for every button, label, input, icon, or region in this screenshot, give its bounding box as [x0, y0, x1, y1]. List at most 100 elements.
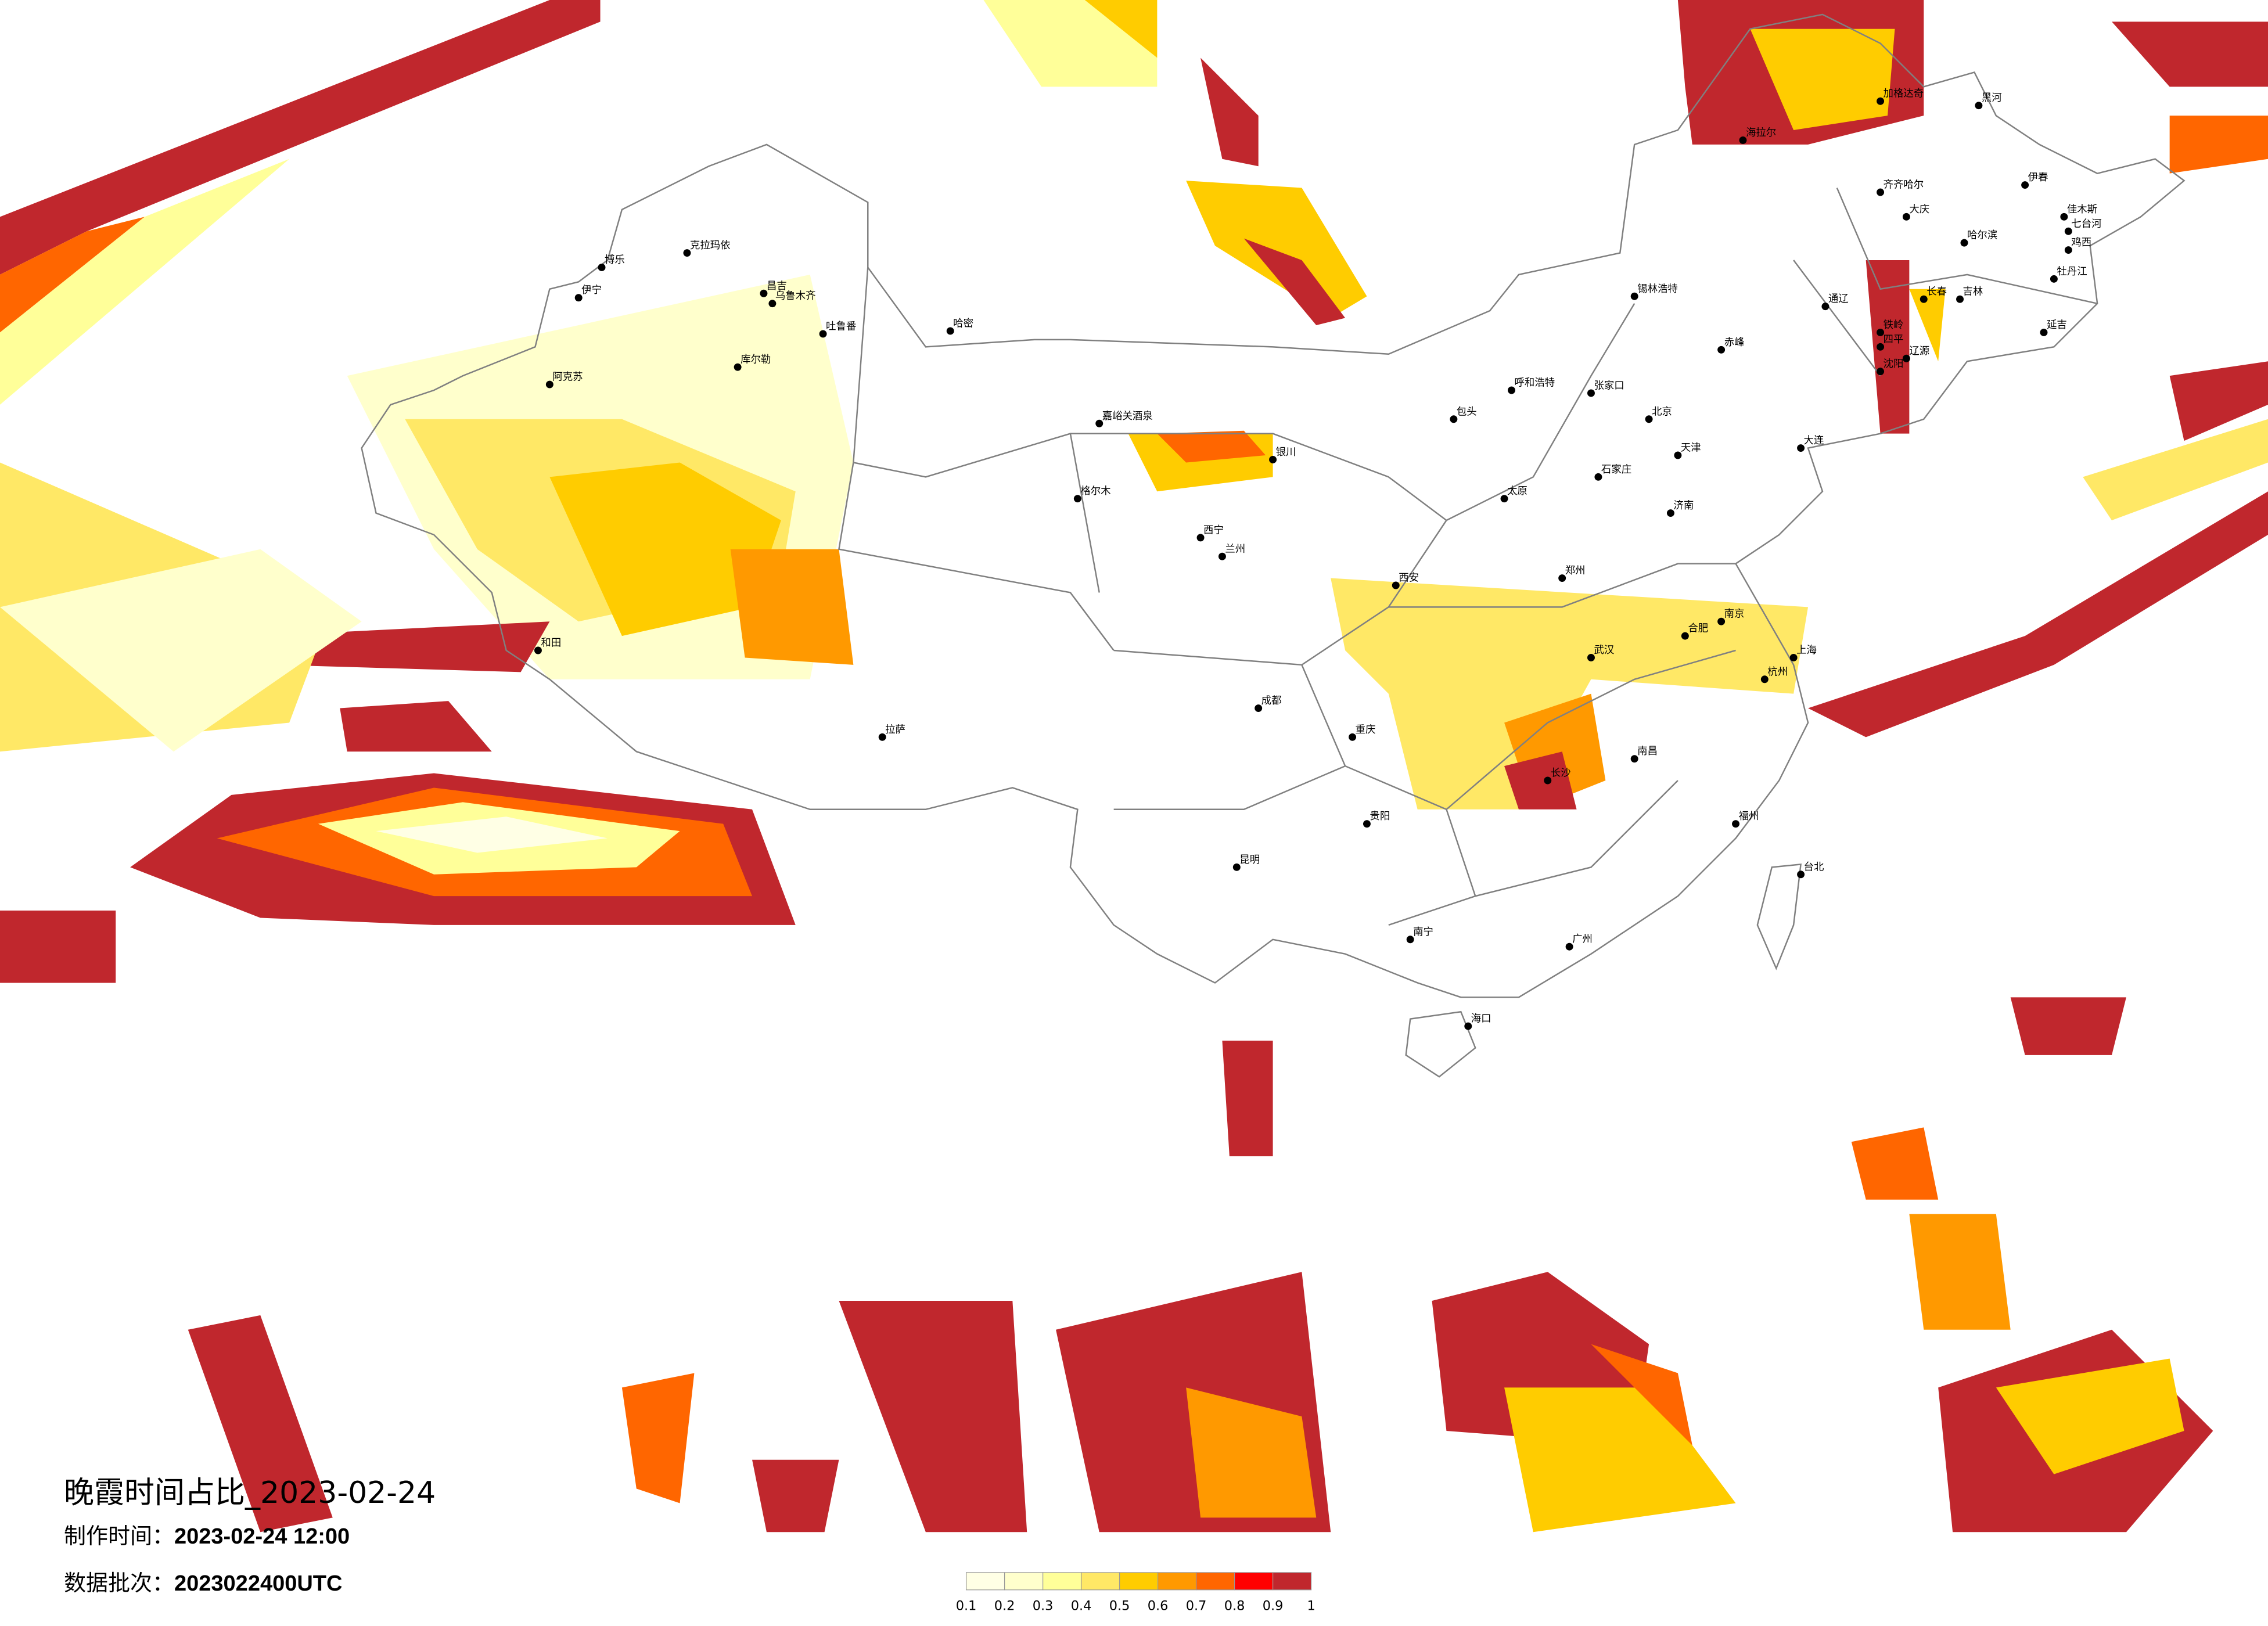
city-marker: 锡林浩特 — [1630, 283, 1678, 300]
city-dot — [1363, 820, 1371, 828]
city-marker: 加格达奇 — [1877, 88, 1924, 105]
city-dot — [946, 327, 954, 335]
city-label: 辽源 — [1909, 346, 1929, 357]
city-label: 沈阳 — [1884, 358, 1904, 370]
city-dot — [1269, 455, 1277, 463]
city-dot — [1797, 444, 1805, 452]
city-label: 长沙 — [1551, 768, 1571, 779]
city-label: 锡林浩特 — [1637, 283, 1678, 295]
city-marker: 合肥 — [1681, 623, 1708, 640]
heat-cell-0.5 — [1186, 181, 1367, 318]
city-marker: 上海 — [1789, 645, 1817, 661]
city-marker: 赤峰 — [1717, 337, 1744, 354]
legend-tick: 0.7 — [1186, 1599, 1207, 1614]
city-dot — [1920, 295, 1928, 303]
city-dot — [1500, 495, 1508, 503]
heat-cell-0.9 — [839, 1301, 1027, 1533]
city-dot — [1877, 97, 1885, 105]
city-marker: 南京 — [1717, 609, 1744, 625]
city-dot — [1739, 136, 1747, 144]
heat-cell-0.9 — [188, 1315, 333, 1533]
city-dot — [1587, 389, 1595, 397]
city-label: 包头 — [1457, 406, 1477, 418]
data-batch: 数据批次：2023022400UTC — [64, 1565, 342, 1597]
city-dot — [1732, 820, 1739, 828]
city-marker: 大连 — [1797, 435, 1824, 452]
city-marker: 长沙 — [1544, 768, 1571, 785]
heat-cell-0.9 — [752, 1459, 839, 1533]
heat-cell-0.9 — [1243, 238, 1346, 325]
city-label: 大连 — [1804, 435, 1824, 447]
city-label: 齐齐哈尔 — [1884, 179, 1924, 191]
city-marker: 通辽 — [1821, 293, 1849, 311]
city-marker: 嘉峪关酒泉 — [1095, 411, 1153, 427]
city-marker: 呼和浩特 — [1508, 377, 1555, 394]
legend-tick: 0.2 — [994, 1599, 1015, 1614]
city-label: 四平 — [1884, 334, 1904, 346]
legend-swatch — [1157, 1572, 1197, 1591]
legend-swatch — [1004, 1572, 1044, 1591]
heat-cell-0.7 — [1157, 430, 1266, 463]
city-dot — [1544, 776, 1552, 785]
city-label: 海口 — [1471, 1013, 1491, 1025]
city-label: 石家庄 — [1601, 464, 1631, 476]
heat-cell-0.2 — [0, 549, 362, 752]
city-dot — [2040, 328, 2048, 336]
city-marker: 济南 — [1666, 500, 1694, 517]
city-label: 昆明 — [1239, 854, 1260, 866]
heatmap-layer — [0, 0, 2268, 1533]
city-dot — [1218, 552, 1226, 560]
city-dot — [1232, 863, 1241, 871]
heat-cell-0.6 — [1186, 1387, 1317, 1518]
city-label: 福州 — [1739, 811, 1759, 822]
city-dot — [1196, 534, 1205, 542]
heat-cell-0.9 — [1222, 1041, 1273, 1157]
city-label: 重庆 — [1356, 724, 1376, 736]
heat-cell-0.6 — [1909, 1214, 2011, 1330]
made-time-value: 2023-02-24 12:00 — [174, 1524, 350, 1549]
city-marker: 武汉 — [1587, 645, 1614, 661]
city-dot — [598, 263, 606, 271]
hainan-island — [1405, 1010, 1476, 1078]
heat-cell-0.7 — [1851, 1127, 1939, 1200]
city-marker: 伊春 — [2021, 172, 2048, 189]
heat-cell-0.5 — [1504, 1387, 1736, 1533]
city-marker: 吐鲁番 — [819, 321, 856, 338]
country-outline — [361, 13, 2186, 998]
city-dot — [545, 380, 553, 388]
heat-cell-0.9 — [1201, 57, 1259, 167]
legend-tick: 0.4 — [1071, 1599, 1092, 1614]
legend-swatch — [1234, 1572, 1274, 1591]
city-marker: 银川 — [1269, 447, 1296, 463]
heat-cell-0.7 — [2169, 116, 2268, 174]
city-label: 银川 — [1276, 447, 1296, 458]
city-dot — [1406, 936, 1414, 944]
city-label: 大庆 — [1909, 204, 1929, 215]
heat-cell-0.4 — [2083, 419, 2268, 520]
city-dot — [1902, 213, 1910, 221]
city-marker: 格尔木 — [1073, 485, 1111, 503]
city-dot — [1960, 239, 1968, 247]
city-dot — [2060, 213, 2068, 221]
city-label: 吉林 — [1963, 286, 1983, 298]
legend-tick: 0.3 — [1033, 1599, 1054, 1614]
data-batch-label: 数据批次： — [64, 1570, 175, 1596]
city-dot — [2064, 246, 2072, 254]
city-dot — [574, 294, 583, 302]
heat-cell-0.6 — [730, 549, 854, 665]
city-label: 伊宁 — [581, 285, 602, 296]
city-label: 鸡西 — [2071, 237, 2091, 249]
legend-tick: 0.1 — [956, 1599, 977, 1614]
city-marker: 齐齐哈尔 — [1877, 179, 1924, 196]
map-title: 晚霞时间占比_2023-02-24 — [64, 1476, 436, 1510]
city-label: 吐鲁番 — [826, 321, 856, 332]
city-label: 克拉玛依 — [690, 240, 731, 251]
city-marker: 西宁 — [1196, 524, 1224, 542]
city-dot — [1821, 303, 1830, 311]
city-dot — [1666, 509, 1674, 517]
city-label: 海拉尔 — [1746, 127, 1776, 139]
city-marker: 重庆 — [1349, 724, 1375, 741]
city-marker: 延吉 — [2040, 319, 2067, 336]
city-dot — [878, 733, 886, 741]
